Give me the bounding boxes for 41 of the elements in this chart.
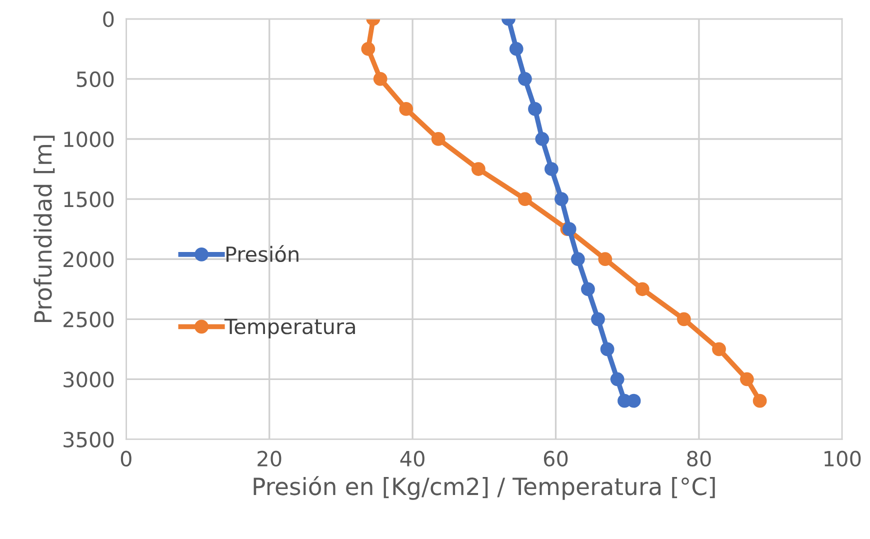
point: [581, 282, 595, 296]
y-tick-label: 500: [76, 71, 114, 88]
point: [528, 102, 542, 116]
x-tick-label: 40: [400, 450, 424, 467]
y-tick-label: 3000: [64, 372, 114, 388]
y-tick-label: 2000: [64, 252, 114, 268]
point: [752, 394, 767, 408]
point: [712, 342, 726, 356]
legend-label: Presión: [226, 245, 298, 262]
y-tick-label: 1500: [64, 192, 114, 208]
x-tick-label: 60: [544, 450, 568, 467]
legend-label: Temperatura: [224, 318, 355, 338]
point: [610, 372, 624, 386]
y-tick-label: 2500: [64, 312, 114, 328]
x-tick-label: 100: [824, 450, 861, 467]
point: [518, 192, 532, 206]
y-tick-label: 0: [103, 11, 114, 28]
point: [431, 132, 446, 146]
point: [399, 102, 414, 116]
point: [554, 192, 568, 206]
point: [471, 162, 486, 176]
y-tick-label: 3500: [64, 432, 114, 448]
x-axis-title: Presión en [Kg/cm2] / Temperatura [°C]: [254, 476, 715, 500]
point: [509, 42, 524, 56]
point: [676, 312, 691, 326]
point: [544, 162, 558, 176]
y-tick-label: 1000: [64, 131, 114, 148]
point: [635, 282, 650, 296]
point: [598, 252, 612, 266]
point: [518, 72, 532, 86]
y-axis-title: Profundidad [m]: [34, 136, 55, 322]
point: [361, 42, 376, 56]
x-tick-label: 20: [258, 450, 282, 467]
point: [591, 312, 605, 326]
x-tick-label: 0: [120, 450, 132, 467]
point: [373, 72, 388, 86]
point: [740, 372, 754, 386]
x-tick-label: 80: [687, 450, 711, 467]
point: [535, 132, 550, 146]
point: [571, 252, 585, 266]
point: [600, 342, 614, 356]
